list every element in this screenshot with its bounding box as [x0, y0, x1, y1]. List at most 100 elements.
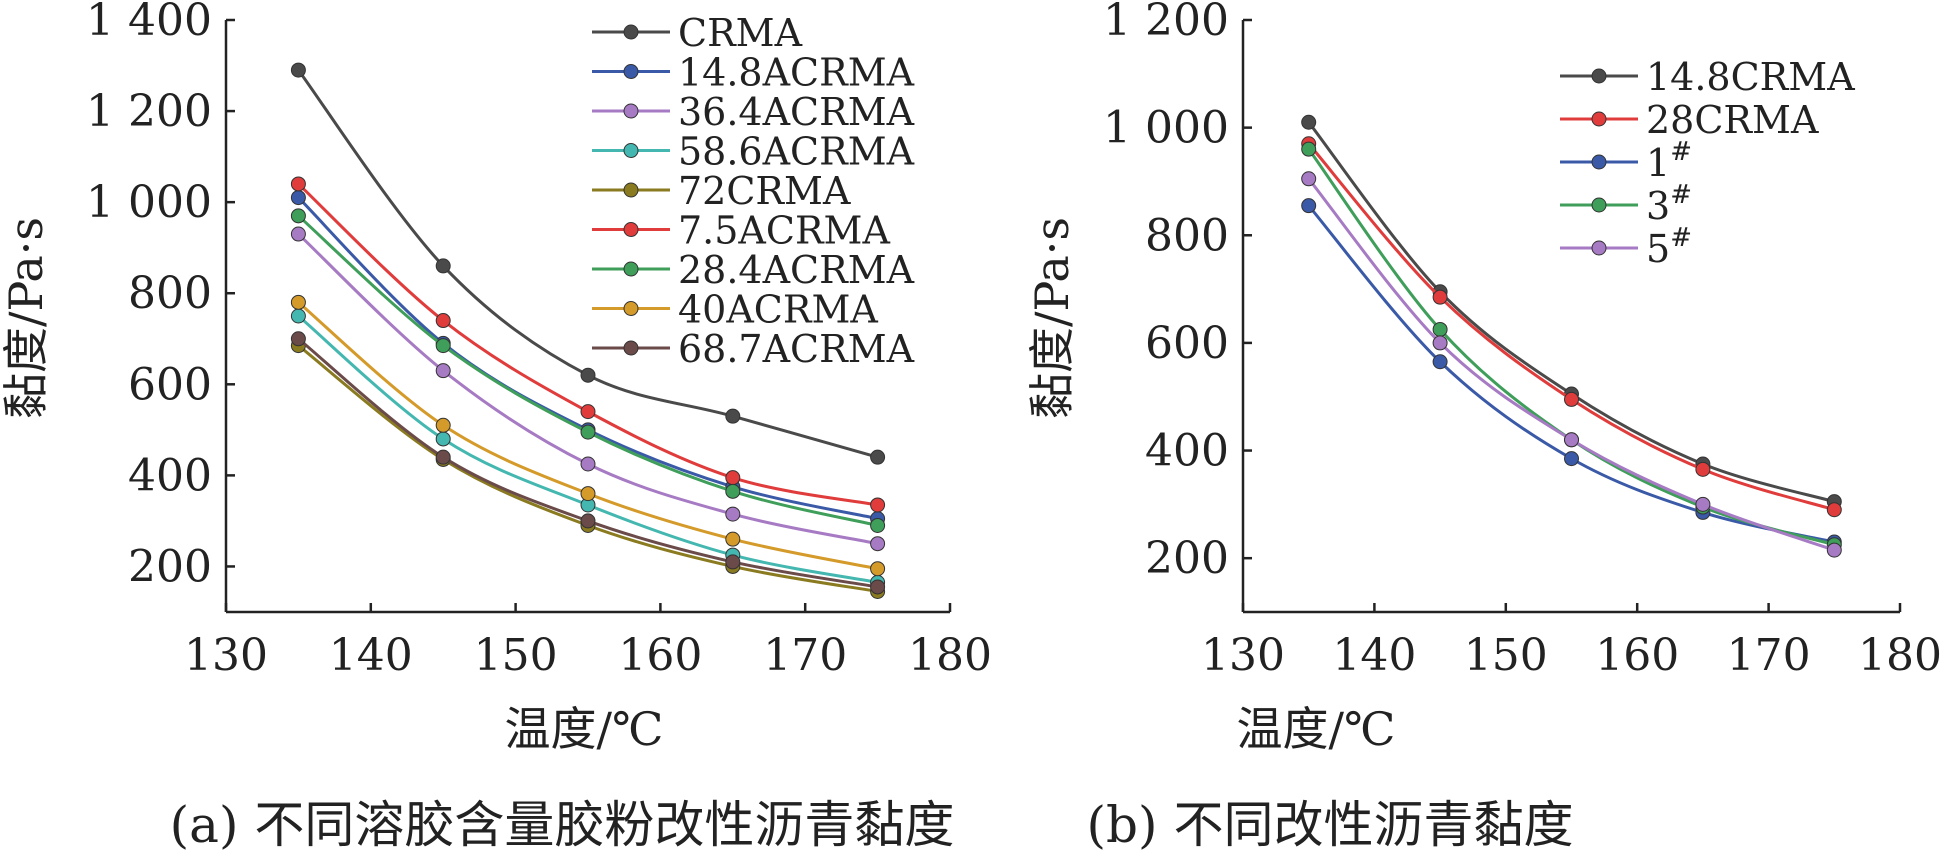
panel-a-data-point [870, 517, 886, 533]
panel-a-data-point [580, 367, 596, 383]
panel-a-data-point [870, 579, 886, 595]
panel-a-y-tick-label: 1 000 [86, 177, 212, 228]
panel-a-x-axis-title: 温度/℃ [505, 702, 664, 756]
panel-a-legend-marker [623, 340, 639, 356]
panel-a-series-8 [290, 294, 886, 577]
panel-b-data-point [1432, 335, 1448, 351]
panel-a-caption: (a) 不同溶胶含量胶粉改性沥青黏度 [170, 796, 955, 854]
panel-a-data-point [290, 226, 306, 242]
panel-a-data-point [870, 497, 886, 513]
panel-b-data-point [1301, 198, 1317, 214]
panel-b-legend-marker [1591, 68, 1607, 84]
panel-a-data-point [580, 513, 596, 529]
panel-a-series-6 [290, 176, 886, 513]
panel-b-series-line [1307, 204, 1835, 544]
panel-a-y-axis-title: 黏度/Pa·s [0, 217, 53, 419]
panel-b: 130 140 150 160 170 180 200 400 600 800 1 000 1 200… [1025, 0, 1942, 854]
panel-a-legend-label: 7.5ACRMA [678, 209, 890, 253]
panel-a-legend-marker [623, 261, 639, 277]
panel-b-y-tick-label: 1 200 [1103, 0, 1229, 46]
panel-a-series-1 [290, 62, 886, 465]
panel-b-x-tick-label: 130 [1201, 630, 1285, 681]
panel-a-legend-label: 40ACRMA [678, 288, 878, 332]
panel-a-data-point [435, 431, 451, 447]
panel-b-series [1301, 114, 1842, 558]
panel-b-legend-item: 28CRMA [1560, 98, 1819, 142]
panel-b-data-point [1695, 496, 1711, 512]
panel-b-x-axis-title: 温度/℃ [1237, 702, 1396, 756]
panel-b-y-tick-label: 600 [1145, 318, 1229, 369]
panel-a-legend-marker [623, 24, 639, 40]
panel-a-x-tick-label: 140 [329, 630, 413, 681]
panel-a-legend-marker [623, 64, 639, 79]
panel-b-legend-item: 1# [1560, 137, 1692, 185]
panel-a-y-tick-label: 1 400 [86, 0, 212, 46]
panel-b-data-point [1826, 542, 1842, 558]
panel-b-y-tick-label: 800 [1145, 210, 1229, 261]
panel-a-data-point [435, 258, 451, 274]
panel-b-series-5 [1301, 171, 1842, 558]
panel-b-x-tick-label: 180 [1858, 630, 1942, 681]
panel-a-legend-label: 36.4ACRMA [678, 90, 915, 134]
panel-a-legend-item: 14.8ACRMA [592, 51, 915, 95]
panel-a-legend-item: 68.7ACRMA [592, 327, 915, 371]
panel-b-legend-label: 3# [1646, 180, 1692, 228]
panel-a-y-tick-label: 200 [128, 541, 212, 592]
panel-b-series-3 [1301, 198, 1842, 550]
panel-a-legend: CRMA14.8ACRMA36.4ACRMA58.6ACRMA72CRMA7.5… [592, 11, 915, 371]
panel-a-legend-label: 14.8ACRMA [678, 51, 915, 95]
panel-b-data-point [1826, 502, 1842, 518]
panel-a-legend-item: 72CRMA [592, 169, 851, 213]
panel-a-legend-label: 68.7ACRMA [678, 327, 915, 371]
panel-a-x-tick-label: 160 [618, 630, 702, 681]
panel-b-y-tick-label: 1 000 [1103, 103, 1229, 154]
panel-b-legend-marker [1591, 111, 1607, 127]
panel-b-axes [1241, 20, 1900, 614]
panel-b-data-point [1695, 461, 1711, 477]
panel-b-data-point [1301, 171, 1317, 187]
panel-a-x-tick-label: 170 [763, 630, 847, 681]
panel-b-series-line [1307, 148, 1835, 547]
panel-a-legend-item: 58.6ACRMA [592, 130, 915, 174]
panel-a-series-line [297, 69, 879, 459]
panel-a-legend-label: 28.4ACRMA [678, 248, 915, 292]
panel-a-legend-label: CRMA [678, 11, 803, 55]
panel-b-legend-marker [1591, 197, 1607, 213]
panel-a-data-point [725, 506, 741, 522]
panel-a-legend-label: 58.6ACRMA [678, 130, 915, 174]
panel-a-data-point [435, 363, 451, 379]
panel-a-data-point [435, 338, 451, 354]
panel-a-y-tick-label: 400 [128, 450, 212, 501]
panel-b-x-tick-label: 160 [1595, 630, 1679, 681]
panel-b-legend-label: 1# [1646, 137, 1692, 185]
panel-b-data-point [1564, 391, 1579, 407]
panel-b-legend-label-superscript: # [1670, 137, 1692, 167]
panel-a-legend-item: 28.4ACRMA [592, 248, 915, 292]
panel-a-y-tick-label: 1 200 [86, 86, 212, 137]
panel-a-legend-item: 40ACRMA [592, 288, 878, 332]
panel-b-data-point [1564, 432, 1579, 448]
panel-b-data-point [1432, 289, 1448, 305]
panel-a-data-point [290, 331, 306, 347]
panel-b-y-axis-title: 黏度/Pa·s [1025, 217, 1079, 419]
panel-b-legend-item: 3# [1560, 180, 1692, 228]
panel-a-x-tick-label: 130 [184, 630, 268, 681]
panel-a-axes [224, 20, 950, 614]
panel-a-ticks: 130 140 150 160 170 180 200 400 600 800 1 000 1 200… [86, 0, 992, 681]
panel-a: 130 140 150 160 170 180 200 400 600 800 1 000 1 200… [0, 0, 992, 854]
panel-a-data-point [725, 554, 741, 570]
panel-b-y-tick-label: 400 [1145, 426, 1229, 477]
panel-a-data-point [870, 561, 886, 577]
panel-a-legend-marker [623, 103, 639, 119]
panel-a-data-point [870, 449, 886, 465]
panel-a-data-point [290, 62, 306, 78]
panel-a-x-tick-label: 150 [474, 630, 558, 681]
panel-a-data-point [725, 408, 741, 424]
panel-a-series-7 [290, 208, 886, 533]
panel-a-legend-marker [623, 143, 639, 158]
panel-a-series-9 [290, 331, 886, 595]
panel-a-data-point [290, 190, 306, 206]
panel-a-legend-item: 7.5ACRMA [592, 209, 890, 253]
panel-a-data-point [290, 294, 306, 310]
